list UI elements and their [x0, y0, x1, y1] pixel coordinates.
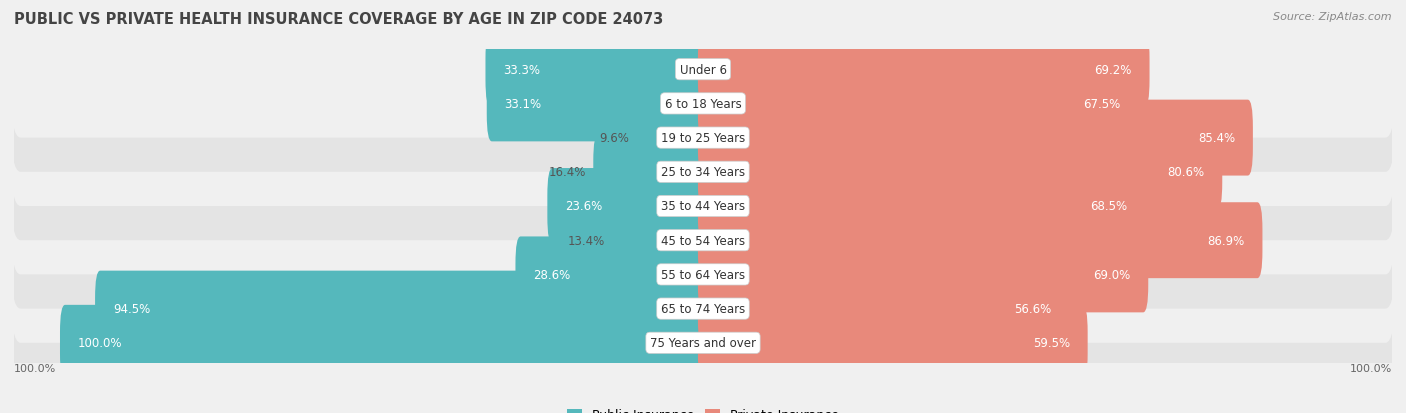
Text: 75 Years and over: 75 Years and over — [650, 337, 756, 349]
FancyBboxPatch shape — [11, 275, 1395, 411]
Text: 16.4%: 16.4% — [548, 166, 586, 179]
FancyBboxPatch shape — [11, 138, 1395, 275]
FancyBboxPatch shape — [60, 305, 709, 381]
Text: 45 to 54 Years: 45 to 54 Years — [661, 234, 745, 247]
FancyBboxPatch shape — [697, 305, 1088, 381]
Text: 25 to 34 Years: 25 to 34 Years — [661, 166, 745, 179]
FancyBboxPatch shape — [11, 172, 1395, 309]
Text: 6 to 18 Years: 6 to 18 Years — [665, 97, 741, 111]
Text: 59.5%: 59.5% — [1032, 337, 1070, 349]
Text: Source: ZipAtlas.com: Source: ZipAtlas.com — [1274, 12, 1392, 22]
FancyBboxPatch shape — [96, 271, 709, 347]
FancyBboxPatch shape — [593, 135, 709, 210]
Legend: Public Insurance, Private Insurance: Public Insurance, Private Insurance — [562, 404, 844, 413]
Text: PUBLIC VS PRIVATE HEALTH INSURANCE COVERAGE BY AGE IN ZIP CODE 24073: PUBLIC VS PRIVATE HEALTH INSURANCE COVER… — [14, 12, 664, 27]
FancyBboxPatch shape — [11, 241, 1395, 377]
FancyBboxPatch shape — [485, 32, 709, 108]
Text: 19 to 25 Years: 19 to 25 Years — [661, 132, 745, 145]
Text: 100.0%: 100.0% — [1350, 363, 1392, 373]
FancyBboxPatch shape — [697, 32, 1150, 108]
Text: 86.9%: 86.9% — [1208, 234, 1244, 247]
Text: 94.5%: 94.5% — [112, 302, 150, 316]
Text: 35 to 44 Years: 35 to 44 Years — [661, 200, 745, 213]
Text: 33.1%: 33.1% — [505, 97, 541, 111]
FancyBboxPatch shape — [697, 237, 1149, 313]
Text: 100.0%: 100.0% — [14, 363, 56, 373]
FancyBboxPatch shape — [637, 100, 709, 176]
Text: 55 to 64 Years: 55 to 64 Years — [661, 268, 745, 281]
Text: 69.2%: 69.2% — [1094, 64, 1132, 76]
FancyBboxPatch shape — [486, 66, 709, 142]
FancyBboxPatch shape — [697, 271, 1069, 347]
FancyBboxPatch shape — [11, 104, 1395, 241]
Text: 100.0%: 100.0% — [77, 337, 122, 349]
FancyBboxPatch shape — [11, 36, 1395, 172]
Text: 65 to 74 Years: 65 to 74 Years — [661, 302, 745, 316]
FancyBboxPatch shape — [11, 2, 1395, 138]
FancyBboxPatch shape — [613, 203, 709, 278]
Text: 56.6%: 56.6% — [1014, 302, 1052, 316]
Text: Under 6: Under 6 — [679, 64, 727, 76]
Text: 23.6%: 23.6% — [565, 200, 602, 213]
Text: 33.3%: 33.3% — [503, 64, 540, 76]
FancyBboxPatch shape — [11, 70, 1395, 206]
FancyBboxPatch shape — [516, 237, 709, 313]
Text: 13.4%: 13.4% — [568, 234, 605, 247]
Text: 9.6%: 9.6% — [599, 132, 628, 145]
FancyBboxPatch shape — [697, 169, 1144, 244]
Text: 67.5%: 67.5% — [1084, 97, 1121, 111]
Text: 85.4%: 85.4% — [1198, 132, 1234, 145]
FancyBboxPatch shape — [697, 66, 1139, 142]
FancyBboxPatch shape — [697, 100, 1253, 176]
FancyBboxPatch shape — [697, 135, 1222, 210]
FancyBboxPatch shape — [697, 203, 1263, 278]
FancyBboxPatch shape — [547, 169, 709, 244]
Text: 69.0%: 69.0% — [1092, 268, 1130, 281]
Text: 28.6%: 28.6% — [533, 268, 571, 281]
Text: 80.6%: 80.6% — [1167, 166, 1205, 179]
FancyBboxPatch shape — [11, 206, 1395, 343]
Text: 68.5%: 68.5% — [1090, 200, 1128, 213]
